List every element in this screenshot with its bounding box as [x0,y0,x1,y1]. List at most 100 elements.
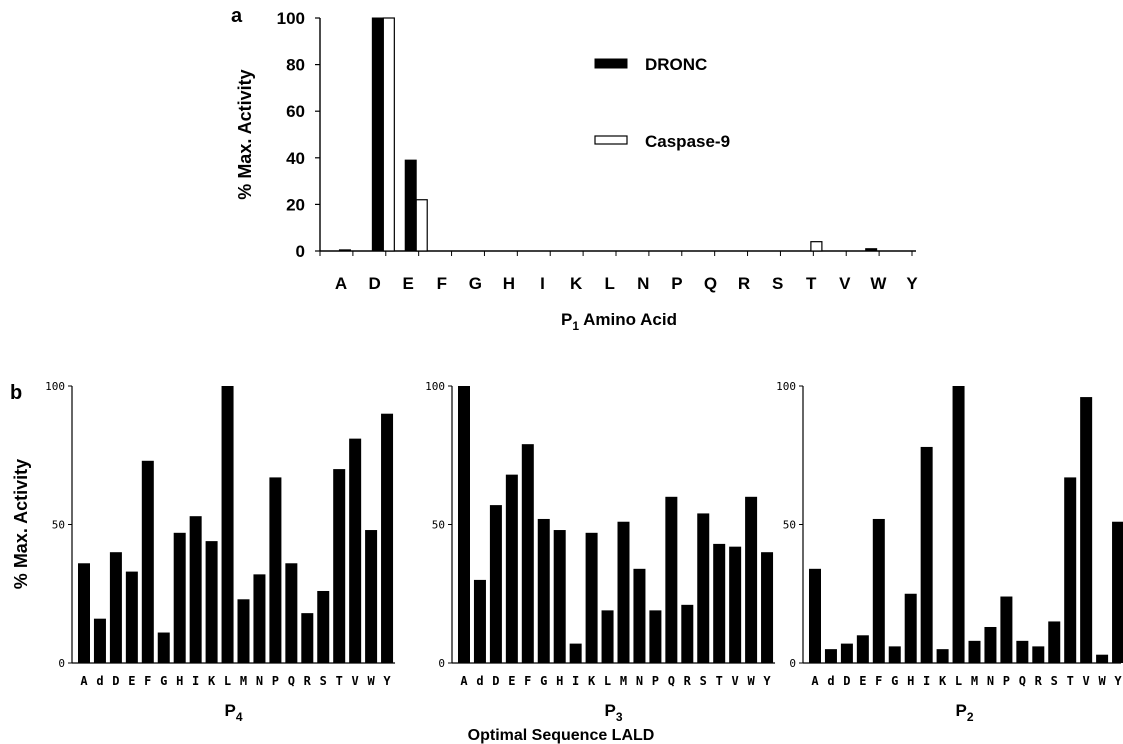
b-x-tick-label: L [604,674,611,688]
b-x-tick-label: P [272,674,279,688]
b-bar [317,590,330,663]
b-x-tick-label: K [939,674,947,688]
b-x-tick-label: K [588,674,596,688]
b-x-tick-label: W [367,674,375,688]
b-bar [78,563,90,663]
b-bar [856,635,869,663]
b-x-tick-label: D [492,674,499,688]
b-x-tick-label: P [652,674,659,688]
b-bar [93,618,106,663]
b-y-axis-title: % Max. Activity [11,459,31,589]
b-x-tick-label: A [80,674,88,688]
b-x-tick-label: N [987,674,994,688]
b-x-tick-label: E [508,674,515,688]
x-tick-label: K [570,274,583,293]
legend-swatch-caspase-9 [594,135,628,145]
b-x-tick-label: A [460,674,468,688]
x-tick-label: I [540,274,545,293]
b-bar [729,546,742,663]
b-y-tick-label: 0 [58,657,65,670]
shared-x-axis-title: Optimal Sequence LALD [468,727,655,744]
b-x-tick-label: d [96,674,103,688]
b-x-axis-title: P4 [225,701,243,724]
y-tick-label: 20 [286,195,305,214]
b-x-tick-label: S [1051,674,1058,688]
y-tick-label: 0 [296,242,305,261]
b-bar [936,649,949,663]
b-bar [141,460,154,663]
b-x-tick-label: H [907,674,914,688]
y-axis-title: % Max. Activity [235,69,255,199]
x-tick-label: F [437,274,447,293]
b-x-tick-label: H [176,674,183,688]
b-x-tick-label: I [192,674,199,688]
b-x-tick-label: D [843,674,850,688]
bar-caspase-9 [415,199,428,252]
b-bar [952,386,965,663]
b-bar [920,446,933,663]
b-x-tick-label: T [336,674,343,688]
b-bar [349,438,362,663]
b-bar [601,610,614,663]
b-bar [585,532,598,663]
panel-a-label: a [231,5,243,27]
b-x-axis-title: P2 [955,701,973,724]
b-y-tick-label: 50 [432,519,445,532]
y-tick-label: 80 [286,56,305,75]
legend-label-caspase-9: Caspase-9 [645,132,730,151]
b-x-tick-label: T [1067,674,1074,688]
b-bar [1048,621,1061,663]
b-bar [125,571,138,663]
b-bar [237,599,250,663]
y-tick-label: 60 [286,102,305,121]
b-x-tick-label: K [208,674,216,688]
b-x-tick-label: G [891,674,898,688]
b-bar [761,552,774,663]
b-bar [1096,654,1109,663]
b-bar [888,646,901,663]
b-bar [505,474,518,663]
b-bar [473,579,486,663]
b-bar [365,530,378,663]
b-bar [904,593,917,663]
b-bar [301,613,314,663]
b-x-tick-label: M [971,674,978,688]
b-x-tick-label: N [636,674,643,688]
bar-caspase-9 [382,17,395,252]
b-bar [221,386,234,663]
b-bar [617,521,630,663]
x-tick-label: E [403,274,414,293]
b-bar [157,632,170,663]
x-tick-label: D [368,274,380,293]
x-tick-label: W [870,274,887,293]
b-x-tick-label: I [923,674,930,688]
b-y-tick-label: 100 [776,380,796,393]
b-bar [984,626,997,663]
b-x-tick-label: L [955,674,962,688]
b-bar [745,496,758,663]
b-x-tick-label: d [476,674,483,688]
b-y-tick-label: 0 [789,657,796,670]
b-x-tick-label: Q [668,674,675,688]
b-x-tick-label: D [112,674,119,688]
b-bar [269,477,282,663]
b-x-tick-label: V [352,674,359,688]
b-x-axis-title: P3 [605,701,623,724]
b-x-tick-label: Q [288,674,295,688]
b-bar [1016,640,1029,663]
b-bar [333,469,346,663]
b-y-tick-label: 50 [783,519,796,532]
x-tick-label: R [738,274,750,293]
b-bar [489,505,502,663]
b-x-tick-label: S [320,674,327,688]
b-x-tick-label: F [144,674,151,688]
legend-swatch-dronc [594,58,628,69]
b-bar [173,532,186,663]
bar-dronc [371,17,384,252]
b-bar [824,649,837,663]
b-bar [633,568,646,663]
b-x-tick-label: E [128,674,135,688]
b-y-tick-label: 0 [438,657,445,670]
bar-dronc [865,248,878,252]
